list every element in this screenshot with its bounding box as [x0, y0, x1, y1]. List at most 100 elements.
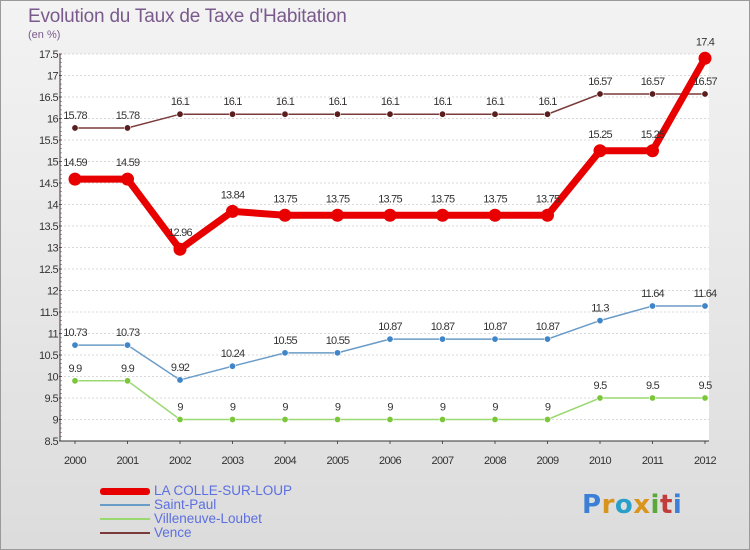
data-point	[701, 302, 709, 310]
y-tick-label: 11.5	[40, 307, 59, 319]
data-label: 10.87	[536, 321, 560, 333]
series-saint-paul	[71, 302, 709, 384]
data-point	[229, 415, 237, 423]
y-tick-label: 9.5	[45, 393, 59, 405]
y-tick-label: 17.5	[39, 49, 58, 61]
x-tick-label: 2010	[589, 455, 612, 467]
data-label: 15.25	[588, 129, 612, 141]
y-tick-label: 11	[48, 329, 59, 341]
data-point	[229, 362, 237, 370]
y-tick-label: 10.5	[39, 350, 58, 362]
data-label: 15.25	[641, 129, 665, 141]
data-point	[701, 394, 709, 402]
x-tick-label: 2002	[169, 455, 192, 467]
data-point	[68, 172, 82, 186]
data-point	[438, 415, 446, 423]
y-tick-label: 15	[47, 157, 59, 169]
logo-letter: i	[672, 490, 683, 520]
data-point	[646, 144, 659, 158]
data-label: 14.59	[63, 157, 87, 169]
data-label: 9.5	[646, 380, 660, 392]
y-tick-label: 16	[47, 114, 59, 126]
proxiti-logo: Proxiti	[582, 490, 682, 520]
data-label: 13.75	[483, 193, 507, 205]
data-point	[488, 208, 502, 222]
data-point	[333, 110, 341, 118]
data-label: 13.75	[273, 193, 297, 205]
data-label: 12.96	[168, 227, 192, 239]
data-point	[176, 110, 184, 118]
data-point	[593, 144, 607, 158]
data-label: 9	[387, 402, 393, 414]
data-point	[648, 302, 656, 310]
data-point	[701, 90, 709, 98]
data-label: 13.75	[326, 193, 350, 205]
data-point	[331, 208, 344, 222]
legend-label: Villeneuve-Loubet	[154, 511, 262, 526]
data-label: 16.1	[223, 96, 242, 108]
data-label: 11.64	[694, 288, 717, 300]
data-label: 9	[177, 402, 183, 414]
data-point	[386, 335, 394, 343]
data-label: 13.84	[221, 189, 245, 201]
data-label: 11.3	[591, 303, 609, 315]
data-label: 16.1	[538, 96, 557, 108]
logo-letter: i	[650, 490, 660, 520]
legend-label: LA COLLE-SUR-LOUP	[154, 483, 293, 498]
data-label: 10.73	[116, 327, 140, 339]
logo-letter: x	[633, 490, 651, 520]
series-villeneuve-loubet	[71, 377, 709, 423]
data-label: 16.57	[693, 76, 717, 88]
x-tick-label: 2012	[694, 455, 717, 467]
data-label: 16.1	[276, 96, 295, 108]
series-vence	[71, 90, 709, 132]
data-point	[124, 341, 132, 349]
data-point	[436, 208, 449, 222]
data-point	[278, 208, 292, 222]
legend-swatch	[100, 518, 150, 520]
data-point	[383, 208, 397, 222]
data-label: 13.75	[431, 193, 455, 205]
data-label: 10.87	[431, 321, 455, 333]
data-point	[226, 204, 239, 218]
data-label: 10.87	[483, 321, 507, 333]
y-tick-label: 8.5	[45, 436, 59, 448]
x-tick-label: 2001	[116, 455, 139, 467]
data-label: 9	[440, 402, 446, 414]
y-tick-label: 13.5	[39, 221, 58, 233]
x-tick-label: 2008	[484, 455, 507, 467]
data-point	[229, 110, 237, 118]
logo-letter: t	[659, 490, 673, 520]
chart-title: Evolution du Taux de Taxe d'Habitation	[28, 6, 347, 27]
series-la-colle-sur-loup	[68, 51, 712, 256]
y-tick-label: 17	[47, 71, 59, 83]
legend: LA COLLE-SUR-LOUP Saint-Paul Villeneuve-…	[100, 484, 292, 540]
legend-item-la-colle-sur-loup: LA COLLE-SUR-LOUP	[100, 484, 292, 498]
data-label: 17.4	[696, 36, 715, 48]
data-label: 9	[492, 402, 498, 414]
data-point	[698, 51, 712, 65]
y-tick-label: 12	[47, 286, 59, 298]
data-label: 13.75	[378, 193, 402, 205]
data-label: 15.78	[116, 110, 140, 122]
data-label: 11.64	[641, 288, 664, 300]
data-label: 9.9	[69, 363, 83, 375]
x-tick-label: 2003	[221, 455, 244, 467]
x-tick-label: 2004	[274, 455, 297, 467]
data-point	[71, 377, 79, 385]
y-tick-label: 14.5	[39, 178, 58, 190]
y-unit-label: (en %)	[28, 29, 61, 41]
data-label: 10.73	[63, 327, 87, 339]
data-point	[541, 208, 554, 222]
data-label: 9.9	[121, 363, 135, 375]
data-label: 16.1	[486, 96, 505, 108]
y-tick-label: 13	[47, 243, 59, 255]
data-label: 16.1	[328, 96, 347, 108]
data-point	[333, 415, 341, 423]
data-label: 9.5	[594, 380, 608, 392]
data-label: 10.55	[326, 335, 350, 347]
x-tick-label: 2011	[642, 455, 664, 467]
logo-letter: r	[601, 490, 615, 520]
data-point	[438, 110, 446, 118]
